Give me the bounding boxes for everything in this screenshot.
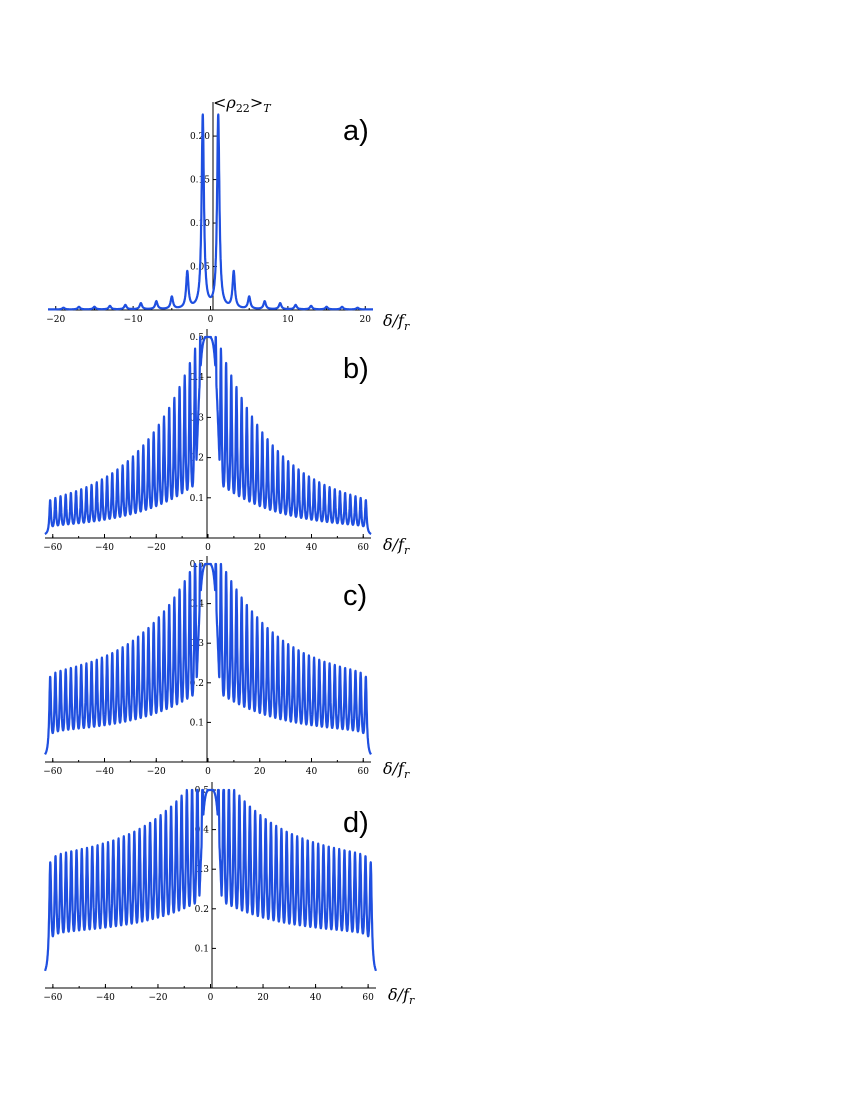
series-line <box>43 335 372 535</box>
series-line <box>46 113 374 311</box>
x-tick-label: −60 <box>43 767 62 777</box>
panel-label: c) <box>343 580 367 612</box>
y-tick-label: 0.5 <box>190 560 205 570</box>
x-axis-label: δ/fr <box>383 311 410 333</box>
panel-label: b) <box>343 353 369 385</box>
y-tick-label: 0.20 <box>190 132 210 142</box>
series-line <box>43 788 378 972</box>
panel-label: a) <box>343 115 369 147</box>
x-tick-label: −60 <box>43 543 62 553</box>
x-axis-label: δ/fr <box>383 535 410 557</box>
x-axis-label: δ/fr <box>388 985 415 1007</box>
panel-label: d) <box>343 807 369 839</box>
x-tick-label: −40 <box>95 543 114 553</box>
x-tick-label: 10 <box>282 315 294 325</box>
x-tick-label: −40 <box>96 993 115 1003</box>
x-tick-label: 0 <box>205 543 211 553</box>
y-tick-label: 0.4 <box>190 600 205 610</box>
panel-b: −60 −40 −20 0 20 40 600.10.20.30.40.5b)δ/fr <box>43 329 410 557</box>
x-tick-label: −40 <box>95 767 114 777</box>
x-tick-label: −60 <box>43 993 62 1003</box>
y-tick-label: 0.3 <box>195 865 210 875</box>
y-axis-label: <ρ22>T <box>213 93 272 115</box>
x-tick-label: 20 <box>257 993 269 1003</box>
panel-a: −20 −10 0 10 200.050.100.150.20 a)<ρ22>Tδ/fr <box>46 93 410 333</box>
y-tick-label: 0.15 <box>190 176 210 186</box>
x-axis-label: δ/fr <box>383 759 410 781</box>
x-tick-label: 40 <box>306 543 318 553</box>
x-tick-label: −20 <box>147 543 166 553</box>
panel-c: −60 −40 −20 0 20 40 600.10.20.30.40.5c)δ/fr <box>43 556 410 781</box>
x-tick-label: 40 <box>310 993 322 1003</box>
x-tick-label: 20 <box>254 543 266 553</box>
x-tick-label: 0 <box>208 993 214 1003</box>
x-tick-label: 20 <box>254 767 266 777</box>
y-tick-label: 0.1 <box>195 944 209 954</box>
y-tick-label: 0.2 <box>195 905 209 915</box>
x-tick-label: 0 <box>205 767 211 777</box>
x-tick-label: 60 <box>358 767 370 777</box>
y-tick-label: 0.1 <box>190 718 204 728</box>
x-tick-label: 20 <box>360 315 372 325</box>
y-tick-label: 0.4 <box>190 373 205 383</box>
series-line <box>43 562 372 756</box>
y-tick-label: 0.2 <box>190 679 204 689</box>
x-tick-label: 60 <box>362 993 374 1003</box>
x-tick-label: −20 <box>46 315 65 325</box>
x-tick-label: −20 <box>147 767 166 777</box>
x-tick-label: 60 <box>358 543 370 553</box>
x-tick-label: −10 <box>124 315 143 325</box>
y-tick-label: 0.5 <box>190 333 205 343</box>
x-tick-label: −20 <box>148 993 167 1003</box>
y-tick-label: 0.1 <box>190 494 204 504</box>
x-tick-label: 0 <box>208 315 214 325</box>
panel-d: −60 −40 −20 0 20 40 600.10.20.30.40.5d)δ/fr <box>43 782 415 1007</box>
x-tick-label: 40 <box>306 767 318 777</box>
